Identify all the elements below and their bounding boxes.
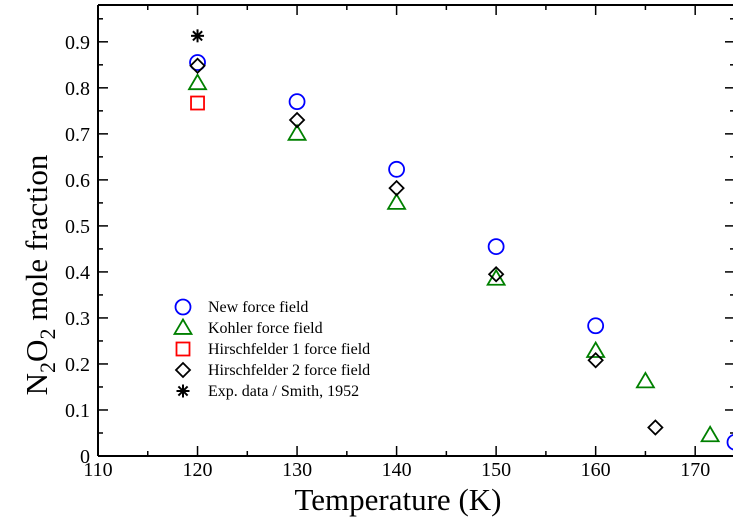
y-tick-label: 0 [80,446,90,468]
y-tick-label: 0.3 [65,308,90,330]
data-point-circle [388,160,405,178]
legend-marker-diamond [174,361,192,379]
legend-marker-triangle [172,317,194,335]
data-point-circle [587,317,605,335]
star-stroke [192,30,203,42]
series-star [191,29,205,43]
x-tick-label: 150 [481,459,511,481]
series-square [190,95,205,111]
x-tick-label: 120 [183,459,213,481]
star-stroke [177,385,189,397]
data-point-triangle [635,371,656,389]
y-axis-tick-labels: 0 0.1 0.2 0.3 0.4 0.5 0.6 0.7 0.8 0.9 [65,32,90,468]
data-point-diamond [288,111,306,129]
data-point-diamond [189,57,206,75]
data-point-circle [288,93,306,111]
data-point-diamond [587,352,604,369]
data-point-star [191,29,205,43]
legend: New force field Kohler force field Hirschf… [172,298,370,400]
y-tick-label: 0.5 [65,216,90,238]
x-axis-ticks [97,5,696,456]
series-circle [189,54,733,451]
legend-marker-square [175,341,191,357]
y-tick-label: 0.7 [65,124,90,146]
y-tick-label: 0.4 [65,262,90,284]
data-point-square [190,95,205,111]
legend-label: New force field [208,299,308,316]
series-diamond [189,57,664,436]
data-point-circle [726,434,733,451]
legend-marker-star [176,384,190,398]
data-point-triangle [187,72,208,91]
y-tick-label: 0.9 [65,32,90,54]
data-point-triangle [700,425,721,443]
x-tick-label: 110 [83,459,112,481]
plot-frame [97,4,733,457]
legend-marker-circle [174,298,192,316]
data-point-circle [487,238,505,256]
legend-label: Kohler force field [208,320,323,337]
data-markers [187,29,733,451]
legend-label: Hirschfelder 2 force field [208,362,370,379]
y-axis-ticks [98,18,733,457]
series-triangle [187,72,721,443]
data-point-triangle [286,123,308,141]
x-tick-label: 130 [282,459,312,481]
x-tick-label: 140 [382,459,412,481]
y-tick-label: 0.1 [65,400,90,422]
x-tick-label: 160 [581,459,611,481]
data-point-triangle [386,192,407,210]
y-axis-title: N2O2 mole fraction [19,154,60,395]
data-point-diamond [388,179,405,197]
legend-label: Hirschfelder 1 force field [208,341,370,358]
legend-label: Exp. data / Smith, 1952 [208,383,359,400]
y-tick-label: 0.8 [65,78,90,100]
x-tick-label: 170 [680,459,710,481]
data-point-circle [189,54,206,71]
x-axis-tick-labels: 110 120 130 140 150 160 170 [83,459,710,481]
y-tick-label: 0.6 [65,170,90,192]
data-point-diamond [647,419,664,436]
x-axis-title: Temperature (K) [295,482,502,517]
data-point-triangle [585,340,606,358]
y-tick-label: 0.2 [65,354,90,376]
data-point-diamond [487,265,505,283]
